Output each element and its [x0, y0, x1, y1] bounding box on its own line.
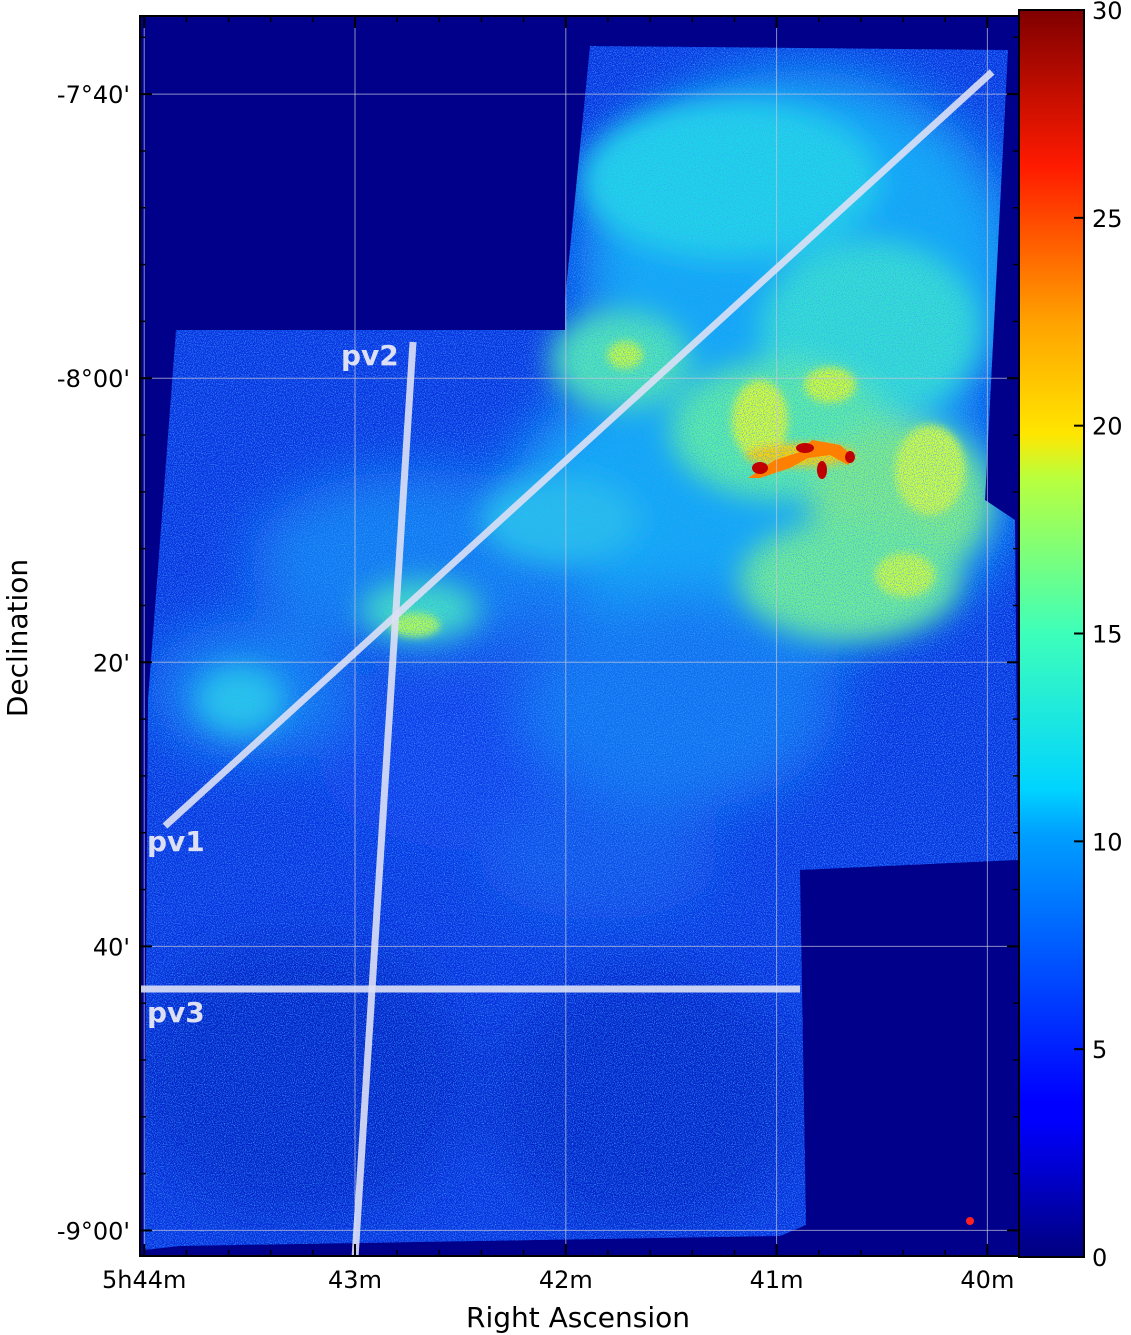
colorbar-tick-label: 10 — [1092, 828, 1123, 856]
pv1-label: pv1 — [147, 825, 205, 858]
colorbar: 0 5 10 15 20 25 30 — [1018, 0, 1123, 1272]
pv2-label: pv2 — [341, 339, 399, 372]
image-panel: pv1 pv2 pv3 — [140, 16, 1019, 1256]
colorbar-gradient — [1018, 9, 1085, 1258]
x-tick-label: 43m — [328, 1266, 382, 1294]
y-axis-title: Declination — [1, 559, 34, 717]
y-tick-label: 40' — [93, 933, 130, 961]
pv-cuts: pv1 pv2 pv3 — [140, 69, 995, 1256]
x-tick-label: 41m — [750, 1266, 804, 1294]
y-tick-label: 20' — [93, 649, 130, 677]
colorbar-tick-label: 15 — [1092, 621, 1123, 649]
x-tick-label: 42m — [539, 1266, 593, 1294]
y-tick-label: -8°00' — [57, 365, 130, 393]
colorbar-tick-label: 30 — [1092, 0, 1123, 25]
pv2-cut-line — [351, 341, 417, 1256]
colorbar-tick-label: 5 — [1092, 1036, 1107, 1064]
colorbar-tick-label: 25 — [1092, 205, 1123, 233]
x-axis-title: Right Ascension — [466, 1301, 690, 1334]
colorbar-tick-label: 20 — [1092, 413, 1123, 441]
x-tick-label: 40m — [960, 1266, 1014, 1294]
colorbar-ticks: 0 5 10 15 20 25 30 — [1074, 0, 1123, 1272]
bright-cores — [748, 440, 855, 479]
pv3-label: pv3 — [147, 996, 205, 1029]
y-tick-label: -7°40' — [57, 81, 130, 109]
red-marker-dot — [966, 1217, 974, 1225]
plot-axes: 5h44m 43m 42m 41m 40m -7°40' -8°00' 20' 40' -9°00… — [57, 15, 1020, 1294]
x-tick-label: 5h44m — [102, 1266, 186, 1294]
colorbar-tick-label: 0 — [1092, 1244, 1107, 1272]
coordinate-grid — [140, 16, 1019, 1256]
pv1-cut-line — [162, 69, 995, 829]
y-tick-label: -9°00' — [57, 1217, 130, 1245]
